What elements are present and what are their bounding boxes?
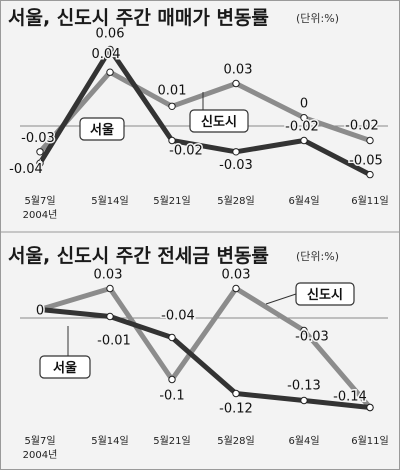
x-tick-label: 6월4일: [288, 435, 319, 447]
series-line-sindosi: [37, 286, 373, 410]
legend-box-seoul: [79, 117, 125, 141]
data-label: -0.13: [287, 379, 321, 394]
chart-top: 서울, 신도시 주간 매매가 변동률 (단위:%) 5월7일 5월14일 5월21일…: [8, 7, 389, 221]
legend-box-sindosi: [295, 282, 355, 306]
chart-title: 서울, 신도시 주간 전세금 변동률: [8, 245, 269, 267]
x-tick-label: 5월7일: [24, 435, 55, 447]
legend-leader: [265, 293, 297, 305]
x-tick-label: 6월11일: [351, 435, 389, 447]
data-label: -0.14: [333, 390, 367, 405]
data-label: -0.12: [219, 402, 253, 417]
data-label: 0: [300, 97, 308, 112]
data-label: -0.05: [349, 154, 383, 169]
data-point: [168, 102, 176, 111]
x-tick-label: 5월21일: [153, 435, 191, 447]
data-label: -0.01: [97, 334, 131, 349]
data-label: -0.03: [295, 330, 329, 345]
data-point: [300, 136, 308, 145]
data-point: [300, 326, 308, 335]
legend-label-sindosi: 신도시: [201, 115, 237, 130]
data-point: [168, 136, 176, 145]
data-label: -0.04: [9, 162, 43, 177]
unit-label: (단위:%): [296, 250, 339, 263]
x-tick-label: 5월28일: [217, 195, 255, 207]
chart-bottom: 서울, 신도시 주간 전세금 변동률 (단위:%) 5월7일 5월14일 5월21일…: [8, 245, 389, 461]
x-tick-label: 5월21일: [153, 195, 191, 207]
legend-sindosi: 신도시: [265, 282, 355, 306]
data-point: [106, 284, 114, 293]
x-tick-label: 6월4일: [288, 195, 319, 207]
data-point: [366, 136, 374, 145]
chart-title: 서울, 신도시 주간 매매가 변동률: [8, 7, 269, 29]
series-line-sindosi: [37, 69, 373, 155]
data-point: [36, 159, 44, 167]
data-label: -0.02: [345, 118, 379, 133]
data-label: 0.03: [94, 268, 123, 283]
data-label: -0.02: [285, 119, 319, 134]
legend-box-sindosi: [189, 109, 249, 133]
data-label: 0: [36, 304, 44, 319]
legend-box-seoul: [39, 355, 91, 379]
data-point: [300, 396, 308, 405]
legend-label-seoul: 서울: [53, 360, 77, 376]
data-point: [106, 45, 114, 54]
data-point: [232, 284, 240, 293]
data-label: -0.03: [219, 158, 253, 173]
x-tick-label: 5월14일: [91, 195, 129, 207]
x-tick-label: 5월28일: [217, 435, 255, 447]
data-point: [36, 148, 44, 156]
unit-label: (단위:%): [296, 12, 339, 25]
year-label: 2004년: [23, 449, 58, 461]
legend-seoul: 서울: [39, 326, 91, 379]
legend-seoul: 서울: [79, 117, 125, 141]
data-label: 0.03: [222, 268, 251, 283]
data-label: -0.04: [161, 309, 195, 324]
x-tick-label: 6월11일: [351, 195, 389, 207]
data-point: [106, 312, 114, 321]
data-label: 0.06: [96, 26, 125, 41]
data-label: 0.03: [224, 63, 253, 78]
series-line-seoul: [37, 46, 373, 178]
legend-label-seoul: 서울: [90, 122, 114, 138]
data-label: -0.02: [169, 143, 203, 158]
year-label: 2004년: [23, 209, 58, 221]
data-point: [366, 170, 374, 179]
data-point: [36, 305, 44, 314]
data-point: [232, 389, 240, 398]
data-point: [168, 375, 176, 384]
data-label: 0.04: [92, 47, 121, 62]
data-label: 0.01: [158, 83, 187, 98]
data-label: -0.1: [159, 389, 184, 404]
data-point: [232, 79, 240, 88]
data-point: [106, 68, 114, 76]
legend-sindosi: 신도시: [189, 92, 249, 133]
x-tick-label: 5월14일: [91, 435, 129, 447]
data-point: [232, 148, 240, 156]
series-line-seoul: [37, 307, 373, 410]
data-label: -0.03: [21, 131, 55, 146]
data-point: [300, 114, 308, 122]
data-point: [168, 333, 176, 342]
x-tick-label: 5월7일: [24, 195, 55, 207]
legend-label-sindosi: 신도시: [307, 288, 343, 303]
data-point: [366, 403, 374, 412]
